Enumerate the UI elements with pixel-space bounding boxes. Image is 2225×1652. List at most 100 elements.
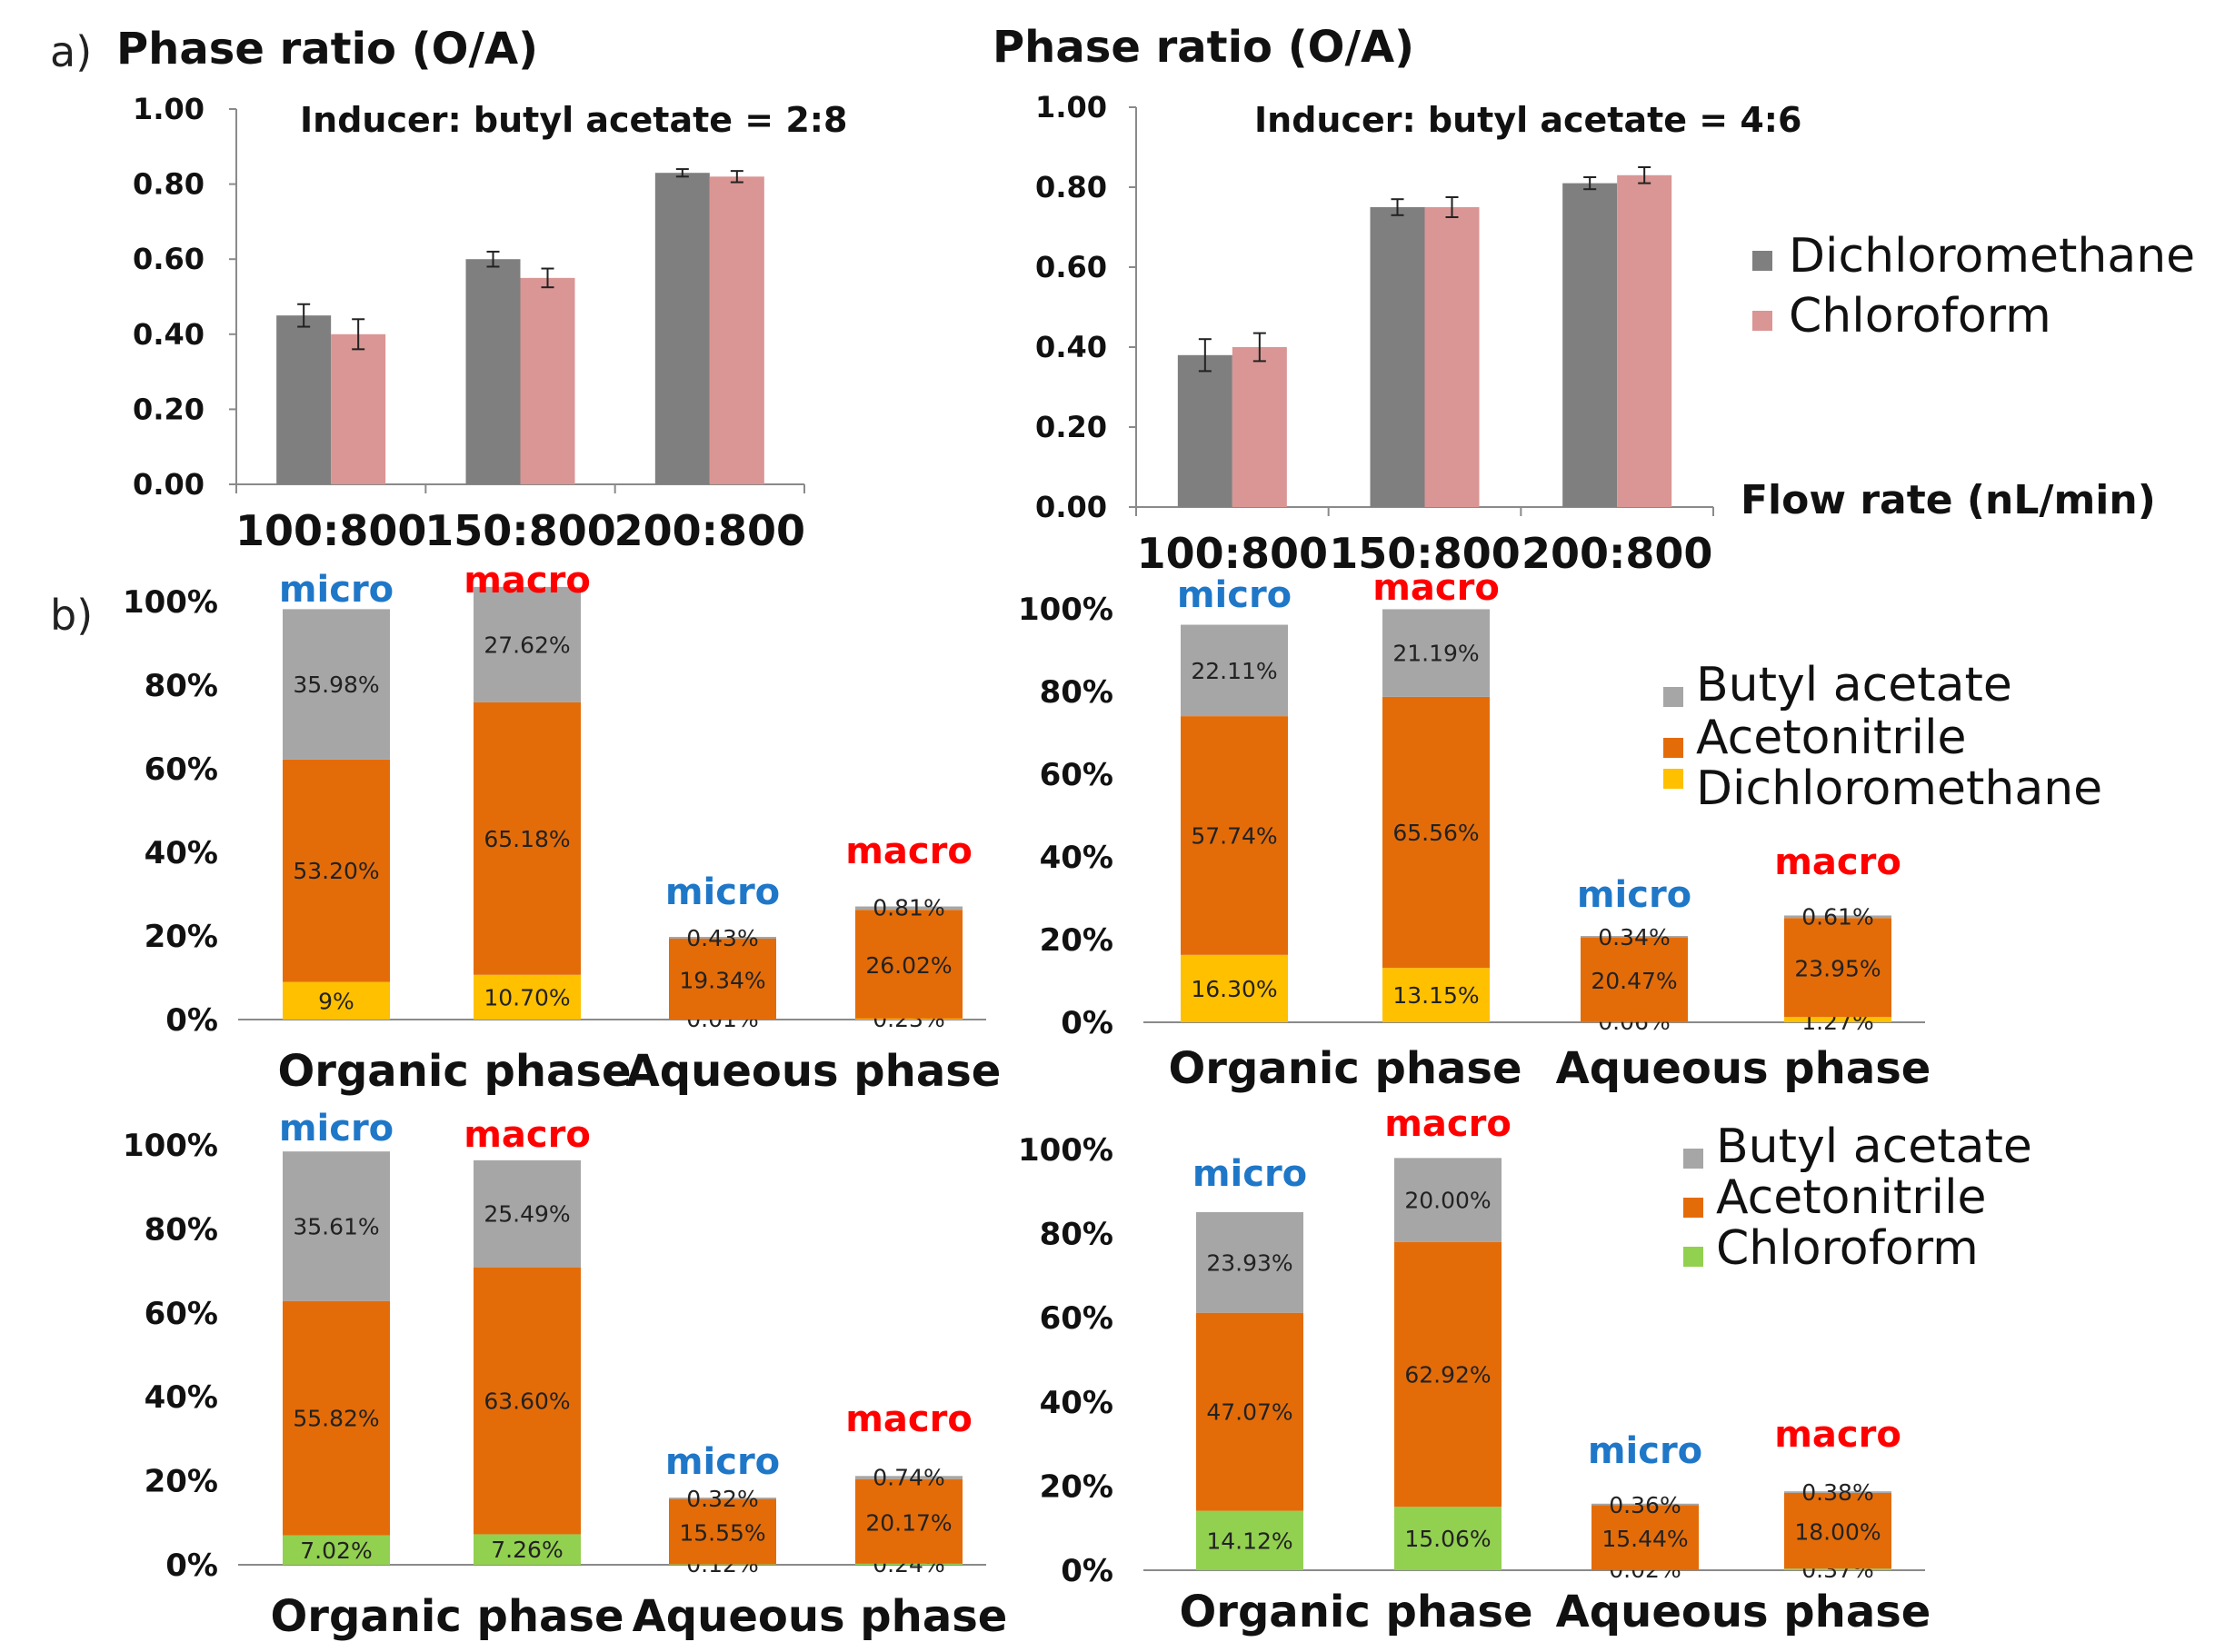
data-label: 22.11%	[1191, 658, 1277, 684]
acetonitrile-segment	[1196, 1312, 1303, 1511]
data-label: 23.93%	[1206, 1249, 1292, 1276]
micro-label: micro	[665, 871, 780, 913]
acetonitrile-segment	[669, 1498, 776, 1565]
ratio-chart-2-title: Phase ratio (O/A)	[993, 22, 1415, 73]
y-tick-label: 0%	[1061, 1005, 1113, 1041]
chloroform-bar	[1232, 347, 1287, 507]
y-tick-label: 80%	[1040, 1217, 1113, 1253]
y-tick-label: 60%	[1040, 757, 1113, 793]
y-tick-label: 20%	[1040, 1468, 1113, 1505]
chloroform-bar	[520, 277, 575, 484]
data-label: 13.15%	[1392, 982, 1479, 1009]
chloroform-segment	[669, 1564, 776, 1565]
data-label: 0.38%	[1801, 1479, 1873, 1506]
chloroform-segment	[855, 1563, 963, 1565]
butyl-acetate-segment	[1591, 1503, 1699, 1506]
micro-label: micro	[665, 1441, 780, 1483]
y-tick-label: 100%	[123, 584, 218, 621]
y-tick-label: 80%	[145, 668, 218, 704]
data-label: 15.06%	[1404, 1526, 1491, 1552]
chart-subtitle: Inducer: butyl acetate = 4:6	[1254, 100, 1801, 140]
group-label: Organic phase	[277, 1046, 631, 1097]
macro-label: macro	[1774, 841, 1901, 883]
y-tick-label: 0.60	[133, 242, 205, 276]
micro-label: micro	[279, 569, 394, 611]
micro-label: micro	[1588, 1430, 1702, 1472]
y-tick-label: 100%	[123, 1128, 218, 1164]
data-label: 65.56%	[1392, 820, 1479, 846]
data-label: 16.30%	[1191, 976, 1277, 1002]
legend-chloroform: Chloroform	[1789, 289, 2051, 343]
acetonitrile-segment	[855, 910, 963, 1019]
y-tick-label: 60%	[145, 751, 218, 788]
acetonitrile-segment	[1394, 1241, 1502, 1508]
data-label: 20.17%	[865, 1509, 952, 1536]
acetonitrile-segment	[1591, 1505, 1699, 1570]
micro-label: micro	[1577, 874, 1691, 916]
data-label: 0.81%	[873, 895, 944, 921]
data-label: 63.60%	[484, 1388, 570, 1415]
macro-label: macro	[464, 1114, 591, 1156]
y-tick-label: 40%	[145, 835, 218, 871]
butyl-acetate-segment	[669, 937, 776, 939]
panel-b-label: b)	[50, 591, 94, 640]
y-tick-label: 0%	[165, 1548, 218, 1584]
category-label: 200:800	[614, 506, 805, 555]
data-label: 10.70%	[484, 984, 570, 1010]
data-label: 0.61%	[1801, 903, 1873, 930]
y-tick-label: 40%	[1040, 840, 1113, 876]
dichloromethane-segment	[474, 974, 581, 1020]
data-label: 0.43%	[686, 925, 758, 951]
butyl-acetate-segment	[1394, 1158, 1502, 1242]
y-tick-label: 1.00	[133, 92, 205, 126]
y-tick-label: 0.80	[133, 167, 205, 202]
chloroform-swatch	[1752, 311, 1772, 331]
data-label: 0.74%	[873, 1464, 944, 1490]
y-tick-label: 0%	[1061, 1553, 1113, 1589]
acetonitrile-segment	[283, 759, 390, 982]
data-label: 65.18%	[484, 826, 570, 852]
acetonitrile-segment	[1784, 1492, 1891, 1569]
acetonitrile-segment	[669, 938, 776, 1020]
dichloromethane-segment	[1382, 968, 1490, 1022]
y-tick-label: 0.00	[133, 467, 205, 502]
macro-label: macro	[1384, 1103, 1512, 1145]
y-tick-label: 80%	[145, 1211, 218, 1248]
acetonitrile-swatch	[1683, 1198, 1703, 1218]
y-tick-label: 0.40	[133, 317, 205, 352]
data-label: 0.36%	[1609, 1492, 1681, 1518]
dichloromethane-segment	[1181, 954, 1288, 1022]
micro-label: micro	[1192, 1153, 1307, 1195]
butyl-acetate-segment	[855, 906, 963, 911]
y-tick-label: 40%	[145, 1379, 218, 1416]
butyl-acetate-segment	[1784, 915, 1891, 919]
acetonitrile-segment	[474, 702, 581, 975]
y-tick-label: 0%	[165, 1002, 218, 1039]
y-tick-label: 0.20	[1035, 410, 1107, 444]
butyl-acetate-segment	[1382, 609, 1490, 697]
data-label: 20.47%	[1591, 968, 1677, 994]
legend-acetonitrile: Acetonitrile	[1716, 1170, 1987, 1225]
category-label: 150:800	[424, 506, 615, 555]
butyl-acetate-segment	[474, 1159, 581, 1268]
y-tick-label: 60%	[1040, 1300, 1113, 1337]
dichloromethane-bar	[1562, 183, 1618, 507]
y-tick-label: 0.20	[133, 392, 205, 426]
group-label: Aqueous phase	[626, 1046, 1002, 1097]
micro-label: micro	[1177, 574, 1292, 616]
butyl-acetate-segment	[1784, 1491, 1891, 1493]
butyl-acetate-swatch	[1663, 687, 1683, 707]
y-tick-label: 20%	[145, 1464, 218, 1500]
dichloromethane-swatch	[1663, 769, 1683, 789]
chloroform-bar	[1617, 174, 1672, 508]
macro-label: macro	[845, 831, 973, 872]
category-label: 150:800	[1329, 529, 1520, 578]
data-label: 18.00%	[1794, 1519, 1881, 1546]
chloroform-bar	[331, 333, 386, 484]
dichloromethane-bar	[465, 259, 521, 484]
dichloromethane-segment	[855, 1018, 963, 1020]
y-tick-label: 0.80	[1035, 170, 1107, 204]
data-label: 27.62%	[484, 632, 570, 658]
legend-chloroform: Chloroform	[1716, 1221, 1979, 1276]
